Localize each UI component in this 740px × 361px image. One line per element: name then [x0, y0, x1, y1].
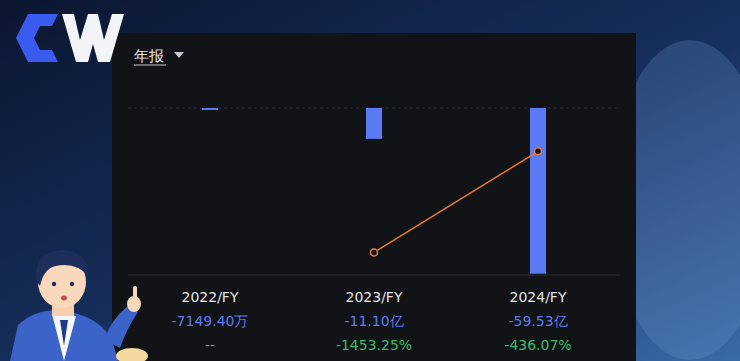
labels: 2022/FY 2023/FY 2024/FY -7149.40万 -11.10亿 -59… [172, 289, 572, 353]
bar [366, 108, 382, 139]
eye [70, 282, 74, 286]
panel [112, 33, 636, 361]
marker [535, 148, 542, 155]
data-label: -11.10亿 [344, 313, 403, 329]
suit [10, 310, 118, 361]
object [116, 348, 148, 361]
shirt [52, 314, 76, 361]
dropdown-underline [134, 65, 166, 66]
x-tick-label: 2022/FY [182, 289, 239, 305]
finger [133, 286, 137, 300]
data-label: -- [205, 337, 215, 353]
dropdown-label[interactable]: 年报 [134, 47, 164, 65]
mouth [61, 296, 67, 301]
eye [52, 282, 56, 286]
chart-root: 年报 2022/FY 2023/FY 2024/FY -7149.40万 -11.10亿 -… [0, 0, 740, 361]
presenter-illustration [10, 250, 148, 361]
logo-w [62, 14, 124, 62]
data-label: -436.07% [504, 337, 571, 353]
logo-c [16, 14, 58, 62]
data-label: -1453.25% [336, 337, 412, 353]
arm [104, 306, 138, 348]
data-label: -7149.40万 [172, 313, 249, 329]
data-label: -59.53亿 [508, 313, 567, 329]
axis-line-bottom [128, 275, 620, 276]
line [374, 151, 538, 252]
chart-svg: 年报 2022/FY 2023/FY 2024/FY -7149.40万 -11.10亿 -… [0, 0, 740, 361]
hair [36, 250, 88, 286]
marker [371, 249, 378, 256]
marks [202, 108, 546, 274]
logo [16, 14, 124, 62]
bar [202, 108, 218, 110]
x-tick-label: 2023/FY [346, 289, 403, 305]
tie [60, 320, 68, 346]
dropdown-arrow[interactable] [174, 52, 184, 58]
bar [530, 108, 546, 274]
x-tick-label: 2024/FY [510, 289, 567, 305]
